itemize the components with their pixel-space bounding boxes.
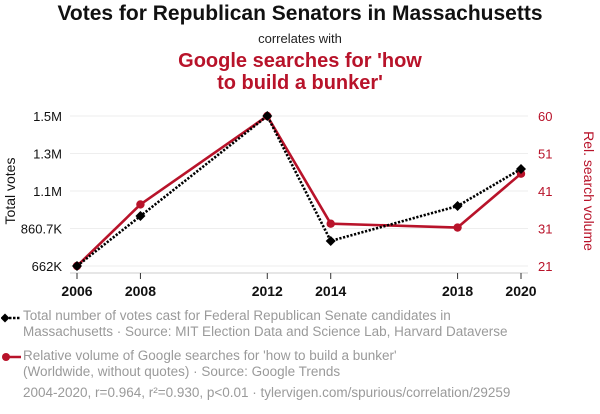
votes-point bbox=[452, 201, 463, 212]
legend-marker-votes bbox=[1, 313, 21, 323]
votes-point bbox=[516, 163, 526, 174]
x-tick-label: 2008 bbox=[125, 283, 156, 299]
votes-point bbox=[262, 111, 273, 121]
y-left-tick-label: 662K bbox=[32, 259, 63, 274]
x-tick-label: 2012 bbox=[252, 283, 283, 299]
gridlines bbox=[70, 115, 528, 267]
votes-point bbox=[325, 235, 336, 246]
y-right-tick-label: 51 bbox=[538, 147, 552, 162]
y-right-tick-label: 60 bbox=[538, 109, 552, 124]
x-tick-label: 2018 bbox=[442, 283, 473, 299]
votes-point bbox=[72, 261, 82, 271]
series-votes bbox=[72, 111, 526, 271]
legend-marker-search bbox=[2, 353, 21, 361]
legend-search-line1: Relative volume of Google searches for '… bbox=[23, 348, 397, 363]
title2-line1: Google searches for 'how bbox=[178, 50, 422, 72]
footer-stats: 2004-2020, r=0.964, r²=0.930, p<0.01 · t… bbox=[23, 385, 511, 400]
x-tick-label: 2006 bbox=[61, 283, 92, 299]
y-right-tick-label: 41 bbox=[538, 184, 552, 199]
x-tick-label: 2014 bbox=[315, 283, 346, 299]
votes-point bbox=[135, 211, 146, 222]
search-point bbox=[326, 219, 335, 228]
series-search-line bbox=[76, 114, 522, 267]
y-left-tick-label: 1.5M bbox=[33, 109, 62, 124]
y-left-tick-label: 860.7K bbox=[21, 222, 63, 237]
y-axis-left-ticks: 662K 860.7K 1.1M 1.3M 1.5M bbox=[21, 109, 63, 274]
x-axis-ticks: 2006 2008 2012 2014 2018 2020 bbox=[61, 273, 537, 299]
legend-votes-line1: Total number of votes cast for Federal R… bbox=[23, 308, 451, 323]
y-right-tick-label: 31 bbox=[538, 222, 552, 237]
chart-subtitle: correlates with bbox=[258, 31, 342, 46]
search-point bbox=[136, 200, 145, 209]
search-point bbox=[453, 223, 462, 232]
y-axis-right-ticks: 21 31 41 51 60 bbox=[538, 109, 552, 274]
y-axis-left-label: Total votes bbox=[2, 158, 18, 225]
x-tick-label: 2020 bbox=[505, 283, 536, 299]
legend-search-line2: (Worldwide, without quotes) · Source: Go… bbox=[23, 364, 341, 379]
chart-title: Votes for Republican Senators in Massach… bbox=[57, 2, 543, 25]
y-axis-right-label: Rel. search volume bbox=[581, 131, 597, 251]
y-left-tick-label: 1.3M bbox=[33, 147, 62, 162]
y-right-tick-label: 21 bbox=[538, 259, 552, 274]
legend-votes-line2: Massachusetts · Source: MIT Election Dat… bbox=[23, 324, 508, 339]
y-left-tick-label: 1.1M bbox=[33, 184, 62, 199]
title2-line2: to build a bunker' bbox=[217, 72, 383, 94]
chart-title-secondary: Google searches for 'how to build a bunk… bbox=[0, 50, 600, 94]
series-votes-line bbox=[76, 113, 522, 268]
